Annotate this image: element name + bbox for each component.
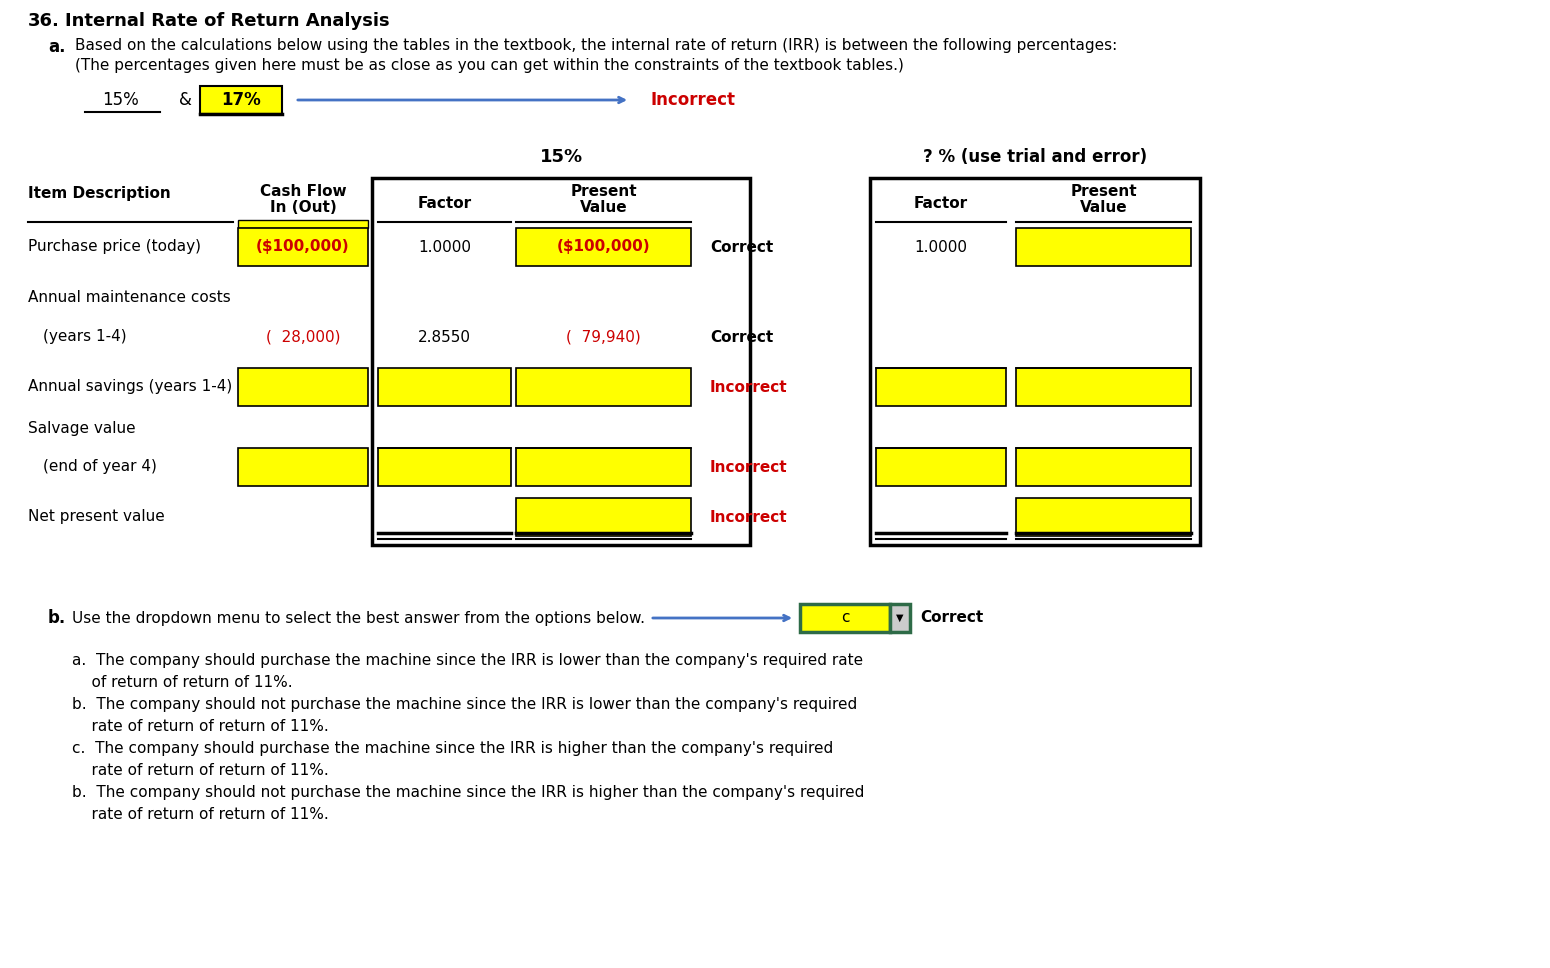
Bar — [372, 178, 750, 545]
Bar — [378, 368, 512, 406]
Text: 17%: 17% — [222, 91, 260, 109]
Text: rate of return of return of 11%.: rate of return of return of 11%. — [71, 719, 329, 734]
Text: a.  The company should purchase the machine since the IRR is lower than the comp: a. The company should purchase the machi… — [71, 653, 863, 668]
Text: Salvage value: Salvage value — [28, 420, 136, 436]
Text: Item Description: Item Description — [28, 186, 170, 201]
Text: Present: Present — [1070, 184, 1136, 199]
Text: Incorrect: Incorrect — [710, 509, 787, 525]
Bar — [239, 448, 367, 486]
Text: Incorrect: Incorrect — [649, 91, 735, 109]
Bar — [1015, 498, 1190, 536]
Bar — [800, 604, 890, 632]
Text: Cash Flow: Cash Flow — [260, 184, 346, 199]
Text: 15%: 15% — [539, 148, 583, 166]
Text: b.  The company should not purchase the machine since the IRR is lower than the : b. The company should not purchase the m… — [71, 697, 857, 712]
Bar — [239, 368, 367, 406]
Bar — [870, 178, 1200, 545]
Text: Correct: Correct — [921, 611, 983, 625]
Bar — [239, 228, 367, 266]
Text: 36.: 36. — [28, 12, 60, 30]
Text: &: & — [178, 91, 192, 109]
Bar — [516, 498, 691, 536]
Text: b.: b. — [48, 609, 67, 627]
Text: ? % (use trial and error): ? % (use trial and error) — [922, 148, 1147, 166]
Text: Net present value: Net present value — [28, 509, 164, 525]
Text: Correct: Correct — [710, 239, 773, 255]
Text: Incorrect: Incorrect — [710, 460, 787, 474]
Text: of return of return of 11%.: of return of return of 11%. — [71, 675, 293, 690]
Bar — [1015, 448, 1190, 486]
Text: Use the dropdown menu to select the best answer from the options below.: Use the dropdown menu to select the best… — [71, 611, 645, 625]
Text: (The percentages given here must be as close as you can get within the constrain: (The percentages given here must be as c… — [74, 58, 904, 73]
Text: Present: Present — [570, 184, 637, 199]
Text: Annual savings (years 1-4): Annual savings (years 1-4) — [28, 379, 233, 395]
Text: rate of return of return of 11%.: rate of return of return of 11%. — [71, 807, 329, 822]
Text: Factor: Factor — [417, 196, 471, 211]
Bar — [239, 220, 367, 228]
Text: Factor: Factor — [914, 196, 969, 211]
Text: Value: Value — [580, 200, 628, 215]
Text: 15%: 15% — [102, 91, 138, 109]
Text: c.  The company should purchase the machine since the IRR is higher than the com: c. The company should purchase the machi… — [71, 741, 834, 756]
Text: Purchase price (today): Purchase price (today) — [28, 239, 202, 255]
Text: rate of return of return of 11%.: rate of return of return of 11%. — [71, 763, 329, 778]
Text: a.: a. — [48, 38, 65, 56]
Text: ($100,000): ($100,000) — [256, 239, 350, 255]
Bar — [890, 604, 910, 632]
Bar — [516, 448, 691, 486]
Text: 2.8550: 2.8550 — [418, 329, 471, 345]
Bar — [516, 368, 691, 406]
Text: (  28,000): ( 28,000) — [265, 329, 341, 345]
Text: Based on the calculations below using the tables in the textbook, the internal r: Based on the calculations below using th… — [74, 38, 1118, 53]
Text: (years 1-4): (years 1-4) — [43, 329, 127, 345]
Text: b.  The company should not purchase the machine since the IRR is higher than the: b. The company should not purchase the m… — [71, 785, 865, 800]
Text: c: c — [840, 611, 849, 625]
Text: Value: Value — [1080, 200, 1127, 215]
Text: Internal Rate of Return Analysis: Internal Rate of Return Analysis — [65, 12, 389, 30]
Bar — [516, 228, 691, 266]
Text: Annual maintenance costs: Annual maintenance costs — [28, 290, 231, 306]
Text: Incorrect: Incorrect — [710, 379, 787, 395]
Bar — [1015, 368, 1190, 406]
Text: (end of year 4): (end of year 4) — [43, 460, 157, 474]
Text: Correct: Correct — [710, 329, 773, 345]
Text: 1.0000: 1.0000 — [418, 239, 471, 255]
Text: ($100,000): ($100,000) — [556, 239, 651, 255]
Text: ▼: ▼ — [896, 613, 904, 623]
Bar — [876, 368, 1006, 406]
Text: (  79,940): ( 79,940) — [566, 329, 640, 345]
Bar — [200, 86, 282, 114]
Bar — [378, 448, 512, 486]
Bar — [876, 498, 1006, 536]
Text: 1.0000: 1.0000 — [914, 239, 967, 255]
Bar — [1015, 228, 1190, 266]
Text: In (Out): In (Out) — [270, 200, 336, 215]
Bar — [876, 448, 1006, 486]
